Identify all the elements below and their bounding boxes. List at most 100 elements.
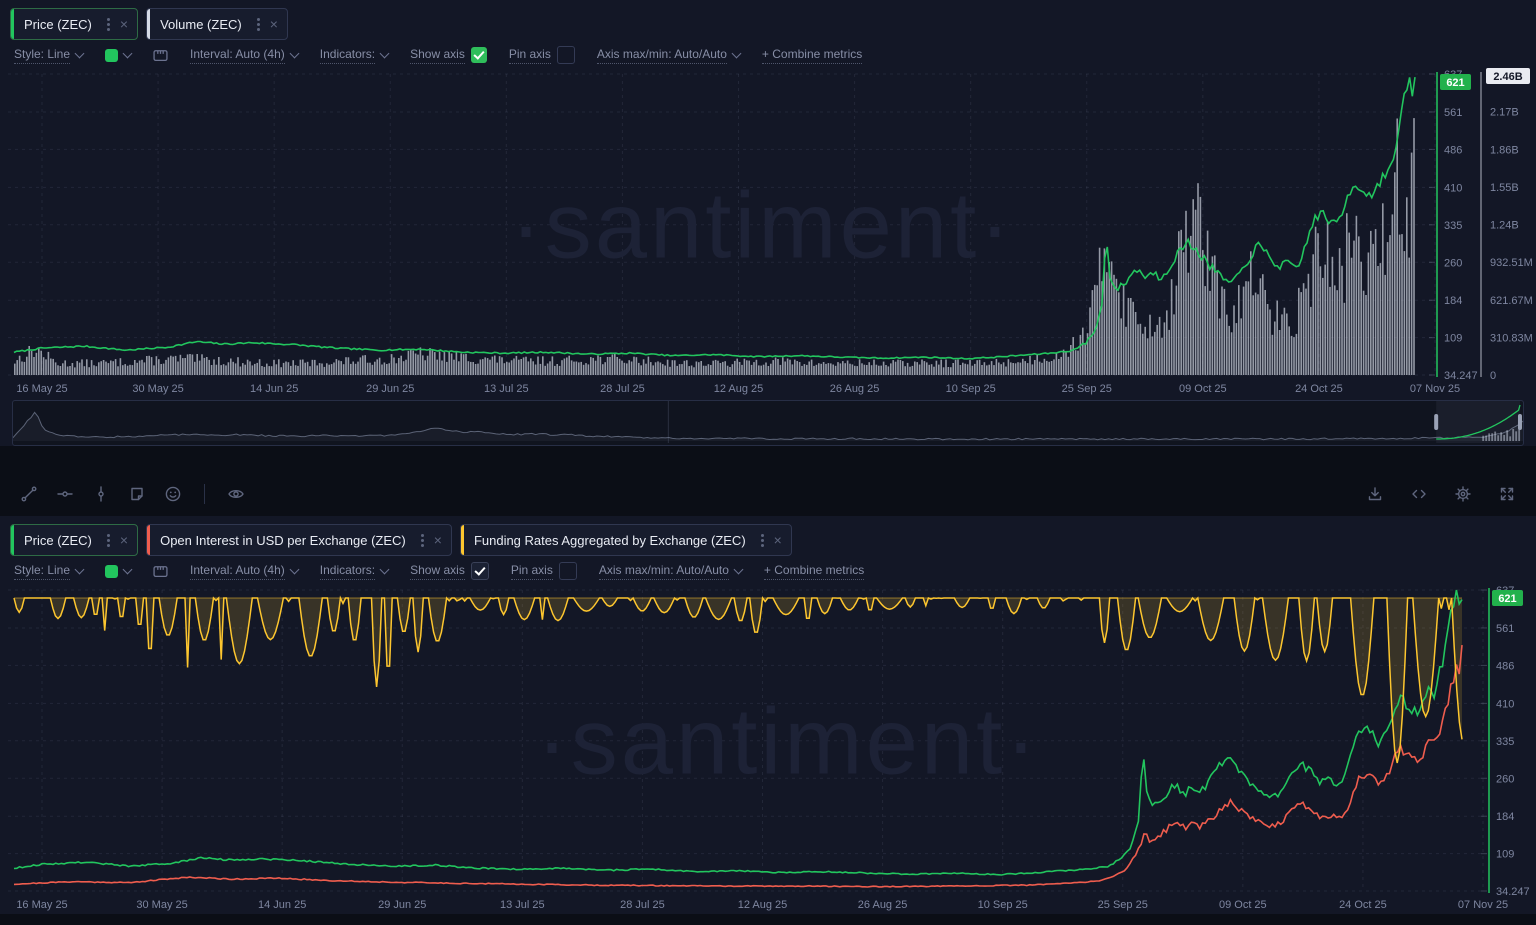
tab-price-zec-2[interactable]: Price (ZEC)	[10, 524, 139, 556]
price-volume-chart[interactable]: 16 May 25 30 May 25 14 Jun 25 29 Jun 25 13 J…	[0, 68, 1536, 398]
series-color-swatch	[105, 48, 119, 62]
volume-tick-label: 621.67M	[1490, 295, 1533, 307]
chevron-down-icon	[379, 48, 390, 58]
emoji-tool-button[interactable]	[162, 483, 184, 505]
tab-price-zec[interactable]: Price (ZEC)	[10, 8, 139, 40]
date-label: 26 Aug 25	[830, 383, 880, 395]
style-dropdown[interactable]: Style: Line	[14, 563, 85, 580]
show-axis-checkbox[interactable]	[470, 562, 489, 580]
download-button[interactable]	[1364, 483, 1386, 505]
tab-close-icon[interactable]	[265, 17, 287, 31]
drawing-toolbar	[0, 472, 1536, 516]
combine-metrics-button[interactable]: + Combine metrics	[761, 47, 863, 64]
note-tool-button[interactable]	[126, 483, 148, 505]
tab-accent-bar	[11, 525, 14, 555]
date-label: 29 Jun 25	[378, 899, 426, 911]
pin-axis-label: Pin axis	[510, 563, 553, 580]
time-range-navigator[interactable]	[12, 400, 1524, 446]
show-axis-label: Show axis	[410, 47, 465, 64]
bottom-tabs-row: Price (ZEC) Open Interest in USD per Exc…	[0, 524, 1536, 556]
tab-label: Price (ZEC)	[24, 532, 92, 548]
date-label: 24 Oct 25	[1339, 899, 1387, 911]
interval-dropdown[interactable]: Interval: Auto (4h)	[190, 47, 300, 64]
tab-close-icon[interactable]	[429, 533, 451, 547]
trend-line-tool-button[interactable]	[18, 483, 40, 505]
tab-close-icon[interactable]	[115, 533, 137, 547]
combine-metrics-label: + Combine metrics	[763, 563, 865, 580]
price-tick-label: 109	[1444, 333, 1462, 345]
vertical-line-icon	[98, 486, 104, 502]
tab-menu-icon[interactable]	[252, 14, 265, 35]
emoji-icon	[165, 486, 181, 502]
last-price-badge-value: 621	[1446, 77, 1464, 89]
tab-menu-icon[interactable]	[102, 530, 115, 551]
navigator-selection[interactable]	[1436, 401, 1520, 443]
date-label: 07 Nov 25	[1410, 383, 1460, 395]
tab-accent-bar	[147, 525, 151, 555]
axis-format-button[interactable]	[153, 564, 168, 578]
volume-bars	[14, 118, 1415, 375]
horizontal-line-icon	[57, 491, 73, 497]
visibility-button[interactable]	[225, 483, 247, 505]
horizontal-line-tool-button[interactable]	[54, 483, 76, 505]
last-price-badge	[1492, 589, 1523, 606]
indicators-label: Indicators:	[319, 563, 376, 580]
axis-maxmin-dropdown[interactable]: Axis max/min: Auto/Auto	[598, 563, 744, 580]
interval-dropdown[interactable]: Interval: Auto (4h)	[190, 563, 300, 580]
tab-menu-icon[interactable]	[416, 530, 429, 551]
navigator-area	[13, 412, 1523, 441]
tab-volume-zec[interactable]: Volume (ZEC)	[146, 8, 288, 40]
combine-metrics-label: + Combine metrics	[761, 47, 863, 64]
chevron-down-icon	[74, 48, 85, 58]
navigator-handle-right[interactable]	[1517, 414, 1522, 430]
axis-maxmin-dropdown[interactable]: Axis max/min: Auto/Auto	[596, 47, 742, 64]
date-label: 25 Sep 25	[1098, 899, 1148, 911]
date-label: 25 Sep 25	[1062, 383, 1112, 395]
style-dropdown[interactable]: Style: Line	[14, 47, 85, 64]
tab-menu-icon[interactable]	[102, 14, 115, 35]
santiment-watermark: ·santiment·	[536, 689, 1039, 794]
combine-metrics-button[interactable]: + Combine metrics	[763, 563, 865, 580]
axis-format-icon	[153, 48, 168, 62]
date-label: 30 May 25	[132, 383, 183, 395]
price-oi-funding-chart[interactable]: 16 May 25 30 May 25 14 Jun 25 29 Jun 25 13 J…	[0, 584, 1536, 914]
navigator-handle-left[interactable]	[1434, 414, 1439, 430]
pin-axis-checkbox[interactable]	[558, 562, 577, 580]
style-label: Style: Line	[14, 47, 71, 64]
tab-open-interest[interactable]: Open Interest in USD per Exchange (ZEC)	[146, 524, 452, 556]
color-swatch-dropdown[interactable]	[105, 48, 133, 62]
vertical-line-tool-button[interactable]	[90, 483, 112, 505]
date-label: 09 Oct 25	[1219, 899, 1267, 911]
indicators-label: Indicators:	[319, 47, 376, 64]
tab-label: Open Interest in USD per Exchange (ZEC)	[160, 532, 406, 548]
date-label: 09 Oct 25	[1179, 383, 1227, 395]
date-label: 14 Jun 25	[258, 899, 306, 911]
code-icon	[1412, 489, 1426, 499]
date-label: 30 May 25	[136, 899, 187, 911]
volume-tick-label: 1.24B	[1490, 220, 1519, 232]
top-chart-toolbar: Style: Line Interval: Auto (4h) Indicato…	[0, 42, 1536, 68]
settings-button[interactable]	[1452, 483, 1474, 505]
date-label: 10 Sep 25	[946, 383, 996, 395]
indicators-dropdown[interactable]: Indicators:	[319, 563, 390, 580]
tab-funding-rates[interactable]: Funding Rates Aggregated by Exchange (ZE…	[459, 524, 792, 556]
tab-close-icon[interactable]	[115, 17, 137, 31]
navigator-sparkline[interactable]	[13, 401, 1523, 443]
embed-code-button[interactable]	[1408, 483, 1430, 505]
show-axis-checkbox[interactable]	[470, 47, 487, 63]
download-icon	[1368, 487, 1382, 501]
tab-close-icon[interactable]	[769, 533, 791, 547]
color-swatch-dropdown[interactable]	[105, 564, 133, 578]
last-volume-badge	[1486, 68, 1530, 84]
pin-axis-toggle: Pin axis	[508, 46, 575, 64]
pin-axis-checkbox[interactable]	[556, 46, 575, 64]
fullscreen-button[interactable]	[1496, 483, 1518, 505]
tab-label: Volume (ZEC)	[160, 16, 242, 32]
last-price-badge	[1440, 73, 1471, 90]
indicators-dropdown[interactable]: Indicators:	[319, 47, 390, 64]
tab-menu-icon[interactable]	[756, 530, 769, 551]
show-axis-label: Show axis	[410, 563, 465, 580]
line-series	[13, 76, 1416, 360]
eye-icon	[228, 490, 244, 498]
axis-format-button[interactable]	[153, 48, 168, 62]
